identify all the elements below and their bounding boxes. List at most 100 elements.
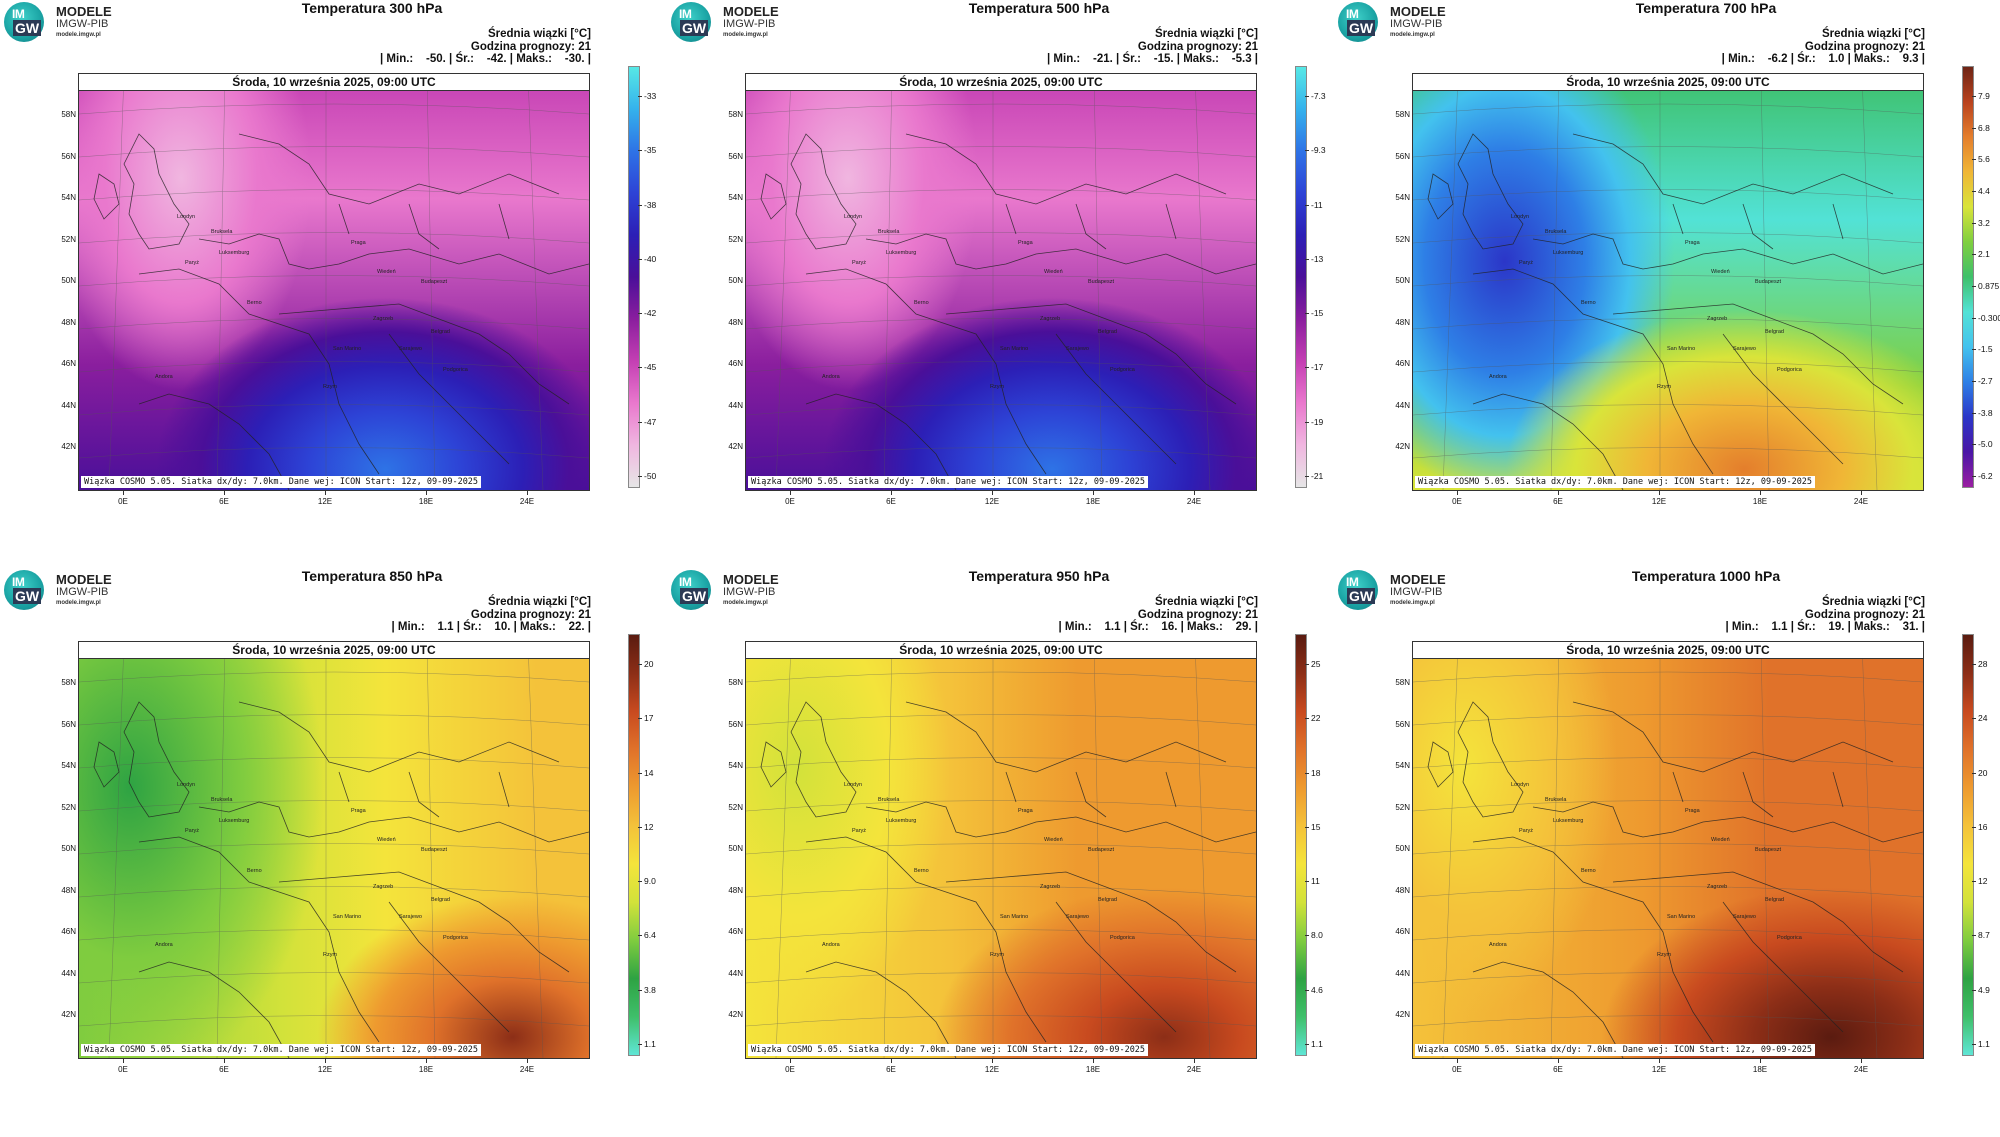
map-date: Środa, 10 września 2025, 09:00 UTC <box>1413 642 1923 659</box>
stats-line: | Min.: -6.2 | Śr.: 1.0 | Maks.: 9.3 | <box>1721 53 1925 65</box>
map-footer: Wiązka COSMO 5.05. Siatka dx/dy: 7.0km. … <box>748 476 1149 488</box>
forecast-panel: IM GW MODELE IMGW-PIB modele.imgw.pl Tem… <box>1334 568 2000 1136</box>
lon-tick <box>1558 490 1559 495</box>
lon-label: 18E <box>1752 497 1768 506</box>
logo-badge-top: IM <box>12 575 25 589</box>
city-label: Sarajewo <box>399 346 422 352</box>
colorbar-tick: 0.875 <box>1971 281 2000 291</box>
lat-label: 44N <box>61 400 76 410</box>
city-label: Luksemburg <box>219 250 250 256</box>
colorbar-tick: 8.7 <box>1972 930 1990 941</box>
city-label: Bruksela <box>878 797 900 803</box>
lat-label: 46N <box>1395 359 1410 368</box>
lon-label: 12E <box>317 1065 333 1074</box>
city-label: Zagrzeb <box>1040 884 1061 890</box>
lon-tick <box>426 1058 427 1063</box>
colorbar-tick: 20 <box>637 659 654 669</box>
colorbar-tick: -40 <box>637 253 657 264</box>
logo-title: MODELE <box>56 4 112 19</box>
colorbar <box>1962 634 1974 1056</box>
lon-label: 12E <box>1651 1065 1667 1074</box>
logo-url: modele.imgw.pl <box>723 32 768 38</box>
avg-label: Średnia wiązki [°C] <box>487 28 591 40</box>
city-label: Paryż <box>852 828 867 834</box>
logo-badge-top: IM <box>679 7 692 21</box>
lon-tick <box>891 1058 892 1063</box>
lat-label: 52N <box>728 802 743 812</box>
colorbar-tick: 22 <box>1304 713 1321 724</box>
temperature-map[interactable]: Środa, 10 września 2025, 09:00 UTC <box>1412 73 1924 491</box>
temperature-map[interactable]: Środa, 10 września 2025, 09:00 UTC <box>78 641 590 1059</box>
city-label: Praga <box>1018 808 1033 814</box>
map-overlay <box>746 74 1256 490</box>
lon-tick <box>224 1058 225 1063</box>
lat-label: 50N <box>1395 276 1410 285</box>
colorbar-tick: -35 <box>637 145 657 156</box>
city-label: Budapeszt <box>421 847 447 853</box>
colorbar-tick: 6.8 <box>1972 122 1990 133</box>
city-label: Belgrad <box>1765 897 1784 903</box>
map-overlay <box>746 642 1256 1058</box>
imgw-logo[interactable]: IM GW MODELE IMGW-PIB modele.imgw.pl <box>671 570 796 612</box>
lon-label: 12E <box>984 497 1000 506</box>
lat-label: 56N <box>61 151 76 161</box>
lon-label: 6E <box>886 1065 896 1074</box>
panel-title: Temperatura 300 hPa <box>301 0 443 16</box>
map-overlay <box>79 74 589 490</box>
lon-tick <box>1194 490 1195 495</box>
map-date: Środa, 10 września 2025, 09:00 UTC <box>79 74 589 91</box>
panel-info: Średnia wiązki [°C] Godzina prognozy: 21… <box>1722 28 1925 66</box>
lat-label: 50N <box>728 844 743 853</box>
panel-title: Temperatura 700 hPa <box>1635 0 1777 16</box>
temperature-map[interactable]: Środa, 10 września 2025, 09:00 UTC <box>78 73 590 491</box>
imgw-logo[interactable]: IM GW MODELE IMGW-PIB modele.imgw.pl <box>671 2 796 44</box>
avg-label: Średnia wiązki [°C] <box>1821 596 1925 608</box>
imgw-logo[interactable]: IM GW MODELE IMGW-PIB modele.imgw.pl <box>4 2 129 44</box>
lon-label: 18E <box>418 497 434 506</box>
city-label: Paryż <box>1519 828 1534 834</box>
colorbar-tick: -3.8 <box>1972 407 1993 418</box>
lon-label: 6E <box>1553 1065 1563 1074</box>
lon-tick <box>325 1058 326 1063</box>
lon-label: 18E <box>1752 1065 1768 1074</box>
stats-line: | Min.: 1.1 | Śr.: 16. | Maks.: 29. | <box>1058 621 1259 633</box>
lat-label: 58N <box>61 678 76 687</box>
lon-tick <box>527 490 528 495</box>
stats-line: | Min.: 1.1 | Śr.: 19. | Maks.: 31. | <box>1725 621 1926 633</box>
colorbar-tick: -9.3 <box>1305 145 1326 156</box>
lon-tick <box>1659 490 1660 495</box>
avg-label: Średnia wiązki [°C] <box>487 596 591 608</box>
lat-label: 52N <box>728 234 743 244</box>
lat-label: 48N <box>728 885 743 895</box>
city-label: San Marino <box>1000 346 1029 352</box>
lat-label: 42N <box>1395 1010 1410 1019</box>
colorbar-tick: 16 <box>1971 821 1988 832</box>
temperature-map[interactable]: Środa, 10 września 2025, 09:00 UTC <box>1412 641 1924 1059</box>
forecast-hour: Godzina prognozy: 21 <box>470 40 591 53</box>
city-label: Budapeszt <box>421 279 447 285</box>
forecast-panel: IM GW MODELE IMGW-PIB modele.imgw.pl Tem… <box>0 0 667 568</box>
city-label: Luksemburg <box>1553 250 1584 256</box>
city-label: Zagrzeb <box>1040 316 1061 322</box>
lon-label: 6E <box>1553 497 1563 506</box>
city-label: Berno <box>1581 868 1596 874</box>
lat-label: 58N <box>1395 110 1410 119</box>
colorbar-tick: -50 <box>637 471 657 481</box>
panel-title: Temperatura 1000 hPa <box>1631 568 1781 584</box>
city-label: Zagrzeb <box>1707 316 1728 322</box>
logo-badge-top: IM <box>12 7 25 21</box>
city-label: Londyn <box>1511 782 1530 788</box>
colorbar-tick: 1.1 <box>638 1039 656 1049</box>
panel-title: Temperatura 850 hPa <box>301 568 443 584</box>
imgw-logo[interactable]: IM GW MODELE IMGW-PIB modele.imgw.pl <box>1338 2 1463 44</box>
map-date: Środa, 10 września 2025, 09:00 UTC <box>1413 74 1923 91</box>
lat-label: 48N <box>61 317 76 327</box>
imgw-logo[interactable]: IM GW MODELE IMGW-PIB modele.imgw.pl <box>1338 570 1463 612</box>
lon-label: 24E <box>1186 497 1202 506</box>
imgw-logo[interactable]: IM GW MODELE IMGW-PIB modele.imgw.pl <box>4 570 129 612</box>
temperature-map[interactable]: Środa, 10 września 2025, 09:00 UTC <box>745 641 1257 1059</box>
colorbar-tick: 20 <box>1971 767 1988 778</box>
lat-label: 54N <box>1395 193 1410 202</box>
city-label: Praga <box>1018 240 1033 246</box>
temperature-map[interactable]: Środa, 10 września 2025, 09:00 UTC <box>745 73 1257 491</box>
